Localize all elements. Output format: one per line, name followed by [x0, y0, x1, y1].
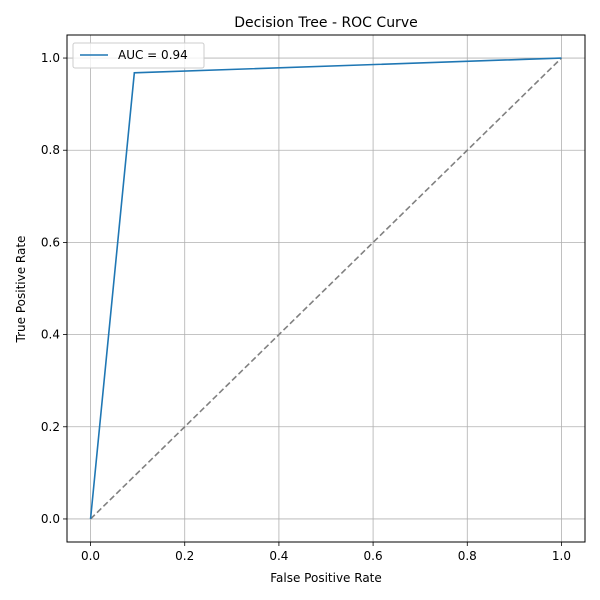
roc-curve-line: [89, 57, 562, 520]
y-tick-label: 0.4: [41, 328, 60, 342]
chart-title: Decision Tree - ROC Curve: [234, 15, 417, 31]
x-tick-label: 0.2: [175, 549, 194, 563]
series-lines: [89, 57, 563, 520]
legend-label: AUC = 0.94: [118, 48, 188, 62]
chance-diagonal-line: [89, 57, 563, 520]
y-tick-label: 0.0: [41, 512, 60, 526]
x-tick-label: 0.8: [458, 549, 477, 563]
legend: AUC = 0.94: [72, 42, 205, 69]
x-tick-label: 0.0: [81, 549, 100, 563]
y-tick-label: 0.2: [41, 420, 60, 434]
x-axis-label: False Positive Rate: [270, 571, 382, 585]
legend-box: [72, 42, 205, 69]
y-tick-label: 0.8: [41, 143, 60, 157]
plot-frame: [66, 34, 586, 543]
x-tick-label: 0.4: [269, 549, 288, 563]
y-axis-label: True Positive Rate: [14, 236, 28, 344]
y-tick-label: 1.0: [41, 51, 60, 65]
x-tick-label: 0.6: [364, 549, 383, 563]
y-tick-label: 0.6: [41, 235, 60, 249]
x-tick-label: 1.0: [552, 549, 571, 563]
axis-ticks: 0.0 0.2 0.4 0.6 0.8 1.0 0.0 0.2 0.4 0.6 0.8 1.0: [41, 51, 571, 563]
